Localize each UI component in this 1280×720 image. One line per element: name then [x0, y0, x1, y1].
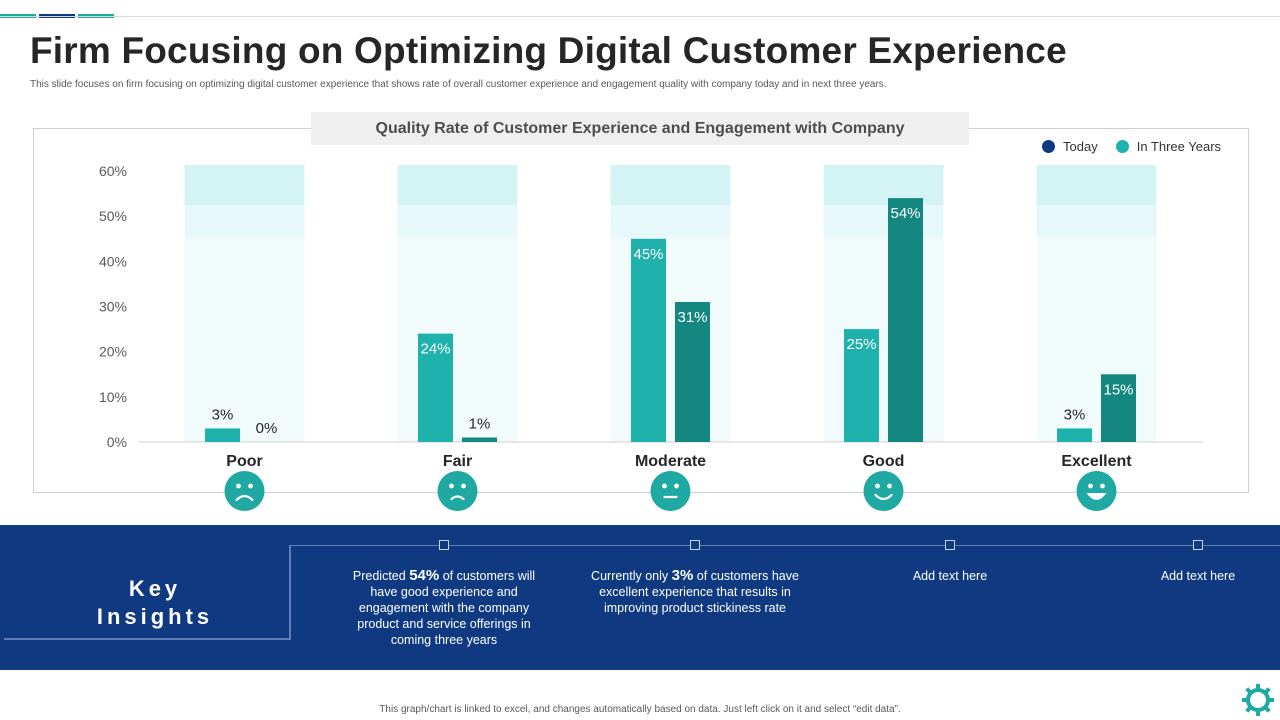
bar-today — [418, 333, 453, 442]
face-mouth — [874, 493, 893, 501]
legend-dot-three-years — [1115, 140, 1129, 153]
key-insights-title-line1: Key — [128, 576, 182, 601]
face-eye — [1088, 483, 1093, 489]
face-eye — [674, 483, 679, 489]
face-eye — [248, 483, 253, 489]
category-label: Excellent — [1061, 453, 1132, 470]
face-eye — [1100, 483, 1105, 489]
legend-dot-today — [1042, 140, 1055, 153]
insight-4-text: Add text here — [1160, 569, 1236, 583]
chart-title: Quality Rate of Customer Experience and … — [311, 112, 969, 145]
timeline-marker — [439, 540, 449, 550]
data-label: 3% — [1064, 406, 1086, 423]
data-label: 24% — [420, 341, 450, 358]
y-tick-label: 60% — [99, 163, 127, 179]
chart-legend: Today In Three Years — [1042, 139, 1239, 154]
category-label: Poor — [226, 453, 262, 470]
insight-text-2[interactable]: Currently only 3% of customers have exce… — [590, 568, 800, 616]
face-eye — [236, 483, 241, 489]
insight-1-pre: Predicted — [352, 569, 410, 583]
key-insights-title: Key Insights — [70, 575, 240, 631]
timeline-marker — [945, 540, 955, 550]
legend-item-three-years: In Three Years — [1115, 139, 1222, 154]
y-tick-label: 0% — [107, 434, 127, 450]
insight-2-highlight: 3% — [671, 567, 694, 584]
key-insights-title-line2: Insights — [96, 604, 214, 629]
timeline-marker — [690, 540, 700, 550]
category-band-mid — [610, 205, 731, 237]
top-rule — [0, 16, 1280, 17]
gear-icon[interactable] — [1240, 682, 1276, 718]
category-band-mid — [184, 205, 305, 237]
page-title: Firm Focusing on Optimizing Digital Cust… — [30, 30, 1067, 71]
data-label: 25% — [846, 336, 876, 353]
face-eye — [449, 483, 454, 489]
face-mouth — [1086, 493, 1107, 500]
data-label: 15% — [1103, 381, 1133, 398]
insight-text-3[interactable]: Add text here — [900, 568, 1000, 584]
insights-underline — [4, 638, 291, 640]
category-label: Good — [863, 453, 905, 470]
face-eye — [887, 483, 892, 489]
insight-2-post: of customers have excellent experience t… — [599, 569, 799, 615]
bar-three-years — [462, 437, 497, 442]
bar-today — [205, 428, 240, 442]
category-band-mid — [823, 205, 944, 237]
face-mouth — [450, 495, 465, 501]
face-mouth — [235, 494, 254, 502]
legend-label-today: Today — [1063, 139, 1098, 154]
key-insights-panel: Key Insights Predicted 54% of customers … — [0, 525, 1280, 670]
category-band-mid — [1036, 205, 1157, 237]
very-sad-face-icon — [224, 471, 265, 511]
y-tick-label: 40% — [99, 253, 127, 269]
data-label: 3% — [212, 406, 234, 423]
bar-today — [631, 238, 666, 442]
y-tick-label: 50% — [99, 208, 127, 224]
face-eye — [875, 483, 880, 489]
grin-face-icon — [1076, 471, 1117, 511]
bar-three-years — [1101, 374, 1136, 442]
insights-timeline — [290, 545, 1280, 546]
bar-today — [1057, 428, 1092, 442]
category-label: Moderate — [635, 453, 706, 470]
bar-three-years — [888, 198, 923, 442]
y-tick-label: 30% — [99, 299, 127, 315]
insight-2-pre: Currently only — [591, 569, 672, 583]
y-tick-label: 20% — [99, 344, 127, 360]
legend-label-three-years: In Three Years — [1136, 139, 1222, 154]
face-eye — [461, 483, 466, 489]
timeline-marker — [1193, 540, 1203, 550]
bar-three-years — [675, 301, 710, 442]
insights-divider — [289, 545, 291, 640]
neutral-face-icon — [650, 471, 691, 511]
data-label: 1% — [469, 415, 491, 432]
page-subtitle: This slide focuses on firm focusing on o… — [30, 79, 887, 90]
insight-text-1[interactable]: Predicted 54% of customers will have goo… — [339, 568, 549, 648]
insight-1-highlight: 54% — [409, 567, 440, 584]
footer-note: This graph/chart is linked to excel, and… — [379, 704, 901, 715]
legend-item-today: Today — [1042, 139, 1098, 154]
bar-today — [844, 329, 879, 442]
category-band-mid — [397, 205, 518, 237]
smile-face-icon — [863, 471, 904, 511]
y-tick-label: 10% — [99, 389, 127, 405]
face-eye — [662, 483, 667, 489]
data-label: 54% — [890, 205, 920, 222]
insight-1-post: of customers will have good experience a… — [357, 569, 536, 647]
insight-3-text: Add text here — [912, 569, 988, 583]
data-label: 0% — [256, 420, 278, 437]
sad-face-icon — [437, 471, 478, 511]
data-label: 45% — [633, 246, 663, 263]
data-label: 31% — [677, 309, 707, 326]
category-label: Fair — [443, 453, 472, 470]
insight-text-4[interactable]: Add text here — [1148, 568, 1248, 584]
